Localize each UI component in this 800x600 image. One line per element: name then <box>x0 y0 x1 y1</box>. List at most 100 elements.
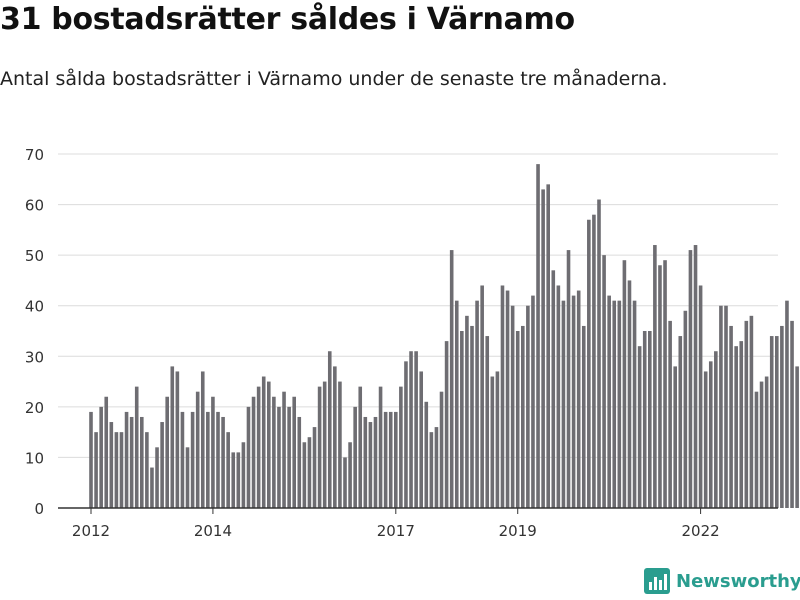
bar <box>292 396 296 508</box>
y-tick-label: 40 <box>25 298 44 316</box>
bar <box>465 315 469 508</box>
x-tick-label: 2022 <box>682 522 720 540</box>
bar <box>663 260 667 508</box>
y-tick-label: 60 <box>25 197 44 215</box>
bar <box>460 331 464 508</box>
bar <box>358 386 363 508</box>
bar <box>404 361 408 508</box>
bar <box>515 331 520 508</box>
brand-logo: Newsworthy <box>644 568 800 594</box>
bar <box>780 325 784 508</box>
bar <box>429 432 434 508</box>
bar <box>261 376 266 508</box>
bar <box>200 371 205 508</box>
bar <box>363 416 368 508</box>
bar <box>673 366 677 508</box>
bar <box>576 290 581 508</box>
bar <box>104 396 109 508</box>
bar <box>500 285 505 508</box>
bar <box>510 305 515 508</box>
bar <box>109 422 114 508</box>
bar <box>434 427 439 508</box>
bar <box>632 300 637 508</box>
bar <box>307 437 312 508</box>
bar <box>327 351 332 508</box>
bar <box>424 401 429 508</box>
bar <box>546 184 550 509</box>
bar <box>185 447 190 508</box>
bar <box>622 260 627 508</box>
bar <box>678 336 683 508</box>
bar <box>724 305 728 508</box>
bar <box>719 305 723 508</box>
bar <box>739 341 744 508</box>
x-tick-label: 2012 <box>72 522 110 540</box>
bar <box>744 320 749 508</box>
bar <box>160 422 164 508</box>
bar <box>394 411 398 508</box>
bar <box>490 376 495 508</box>
bar <box>419 371 423 508</box>
bar <box>581 325 586 508</box>
bar <box>231 452 236 508</box>
x-tick-label: 2014 <box>194 522 232 540</box>
bar <box>145 432 149 508</box>
bar <box>495 371 500 508</box>
bar <box>378 386 383 508</box>
bar <box>383 411 388 508</box>
bar <box>714 351 718 508</box>
x-tick-label: 2017 <box>377 522 415 540</box>
bar <box>556 285 561 508</box>
bar <box>317 386 322 508</box>
bar <box>754 391 759 508</box>
bar <box>449 250 454 509</box>
bar <box>119 432 124 508</box>
bar <box>140 416 144 508</box>
y-tick-label: 20 <box>25 399 44 417</box>
bar <box>221 416 225 508</box>
bar <box>353 406 357 508</box>
bar <box>653 245 657 508</box>
bar <box>256 386 261 508</box>
bar <box>282 391 286 508</box>
y-tick-label: 10 <box>25 449 44 467</box>
bar <box>541 189 545 508</box>
bar <box>124 411 129 508</box>
bar <box>454 300 459 508</box>
bar <box>399 386 403 508</box>
chart-title: 31 bostadsrätter såldes i Värnamo <box>0 2 575 37</box>
chart-subtitle: Antal sålda bostadsrätter i Värnamo unde… <box>0 68 668 90</box>
bar <box>683 310 688 508</box>
bar <box>272 396 276 508</box>
bar <box>439 391 444 508</box>
bar <box>571 295 576 508</box>
bar <box>485 336 490 508</box>
bar <box>592 214 596 508</box>
bar <box>693 245 698 508</box>
bar <box>180 411 185 508</box>
bar <box>343 457 347 508</box>
bar <box>322 381 327 508</box>
bar <box>551 270 556 508</box>
bar <box>749 315 754 508</box>
bar <box>536 164 540 508</box>
bar <box>150 467 154 508</box>
bar <box>190 411 195 508</box>
bar <box>368 422 373 508</box>
bar <box>627 280 632 508</box>
y-tick-label: 70 <box>25 146 44 164</box>
bar <box>648 331 652 508</box>
bar <box>597 199 601 508</box>
newsworthy-logo-icon <box>644 568 670 594</box>
bar <box>769 336 774 508</box>
bar <box>759 381 764 508</box>
bar <box>195 391 200 508</box>
bar <box>587 219 591 508</box>
bar <box>764 376 769 508</box>
bar <box>561 300 566 508</box>
bar <box>698 285 703 508</box>
bar <box>348 442 352 508</box>
bar <box>470 325 474 508</box>
bar <box>734 346 738 508</box>
